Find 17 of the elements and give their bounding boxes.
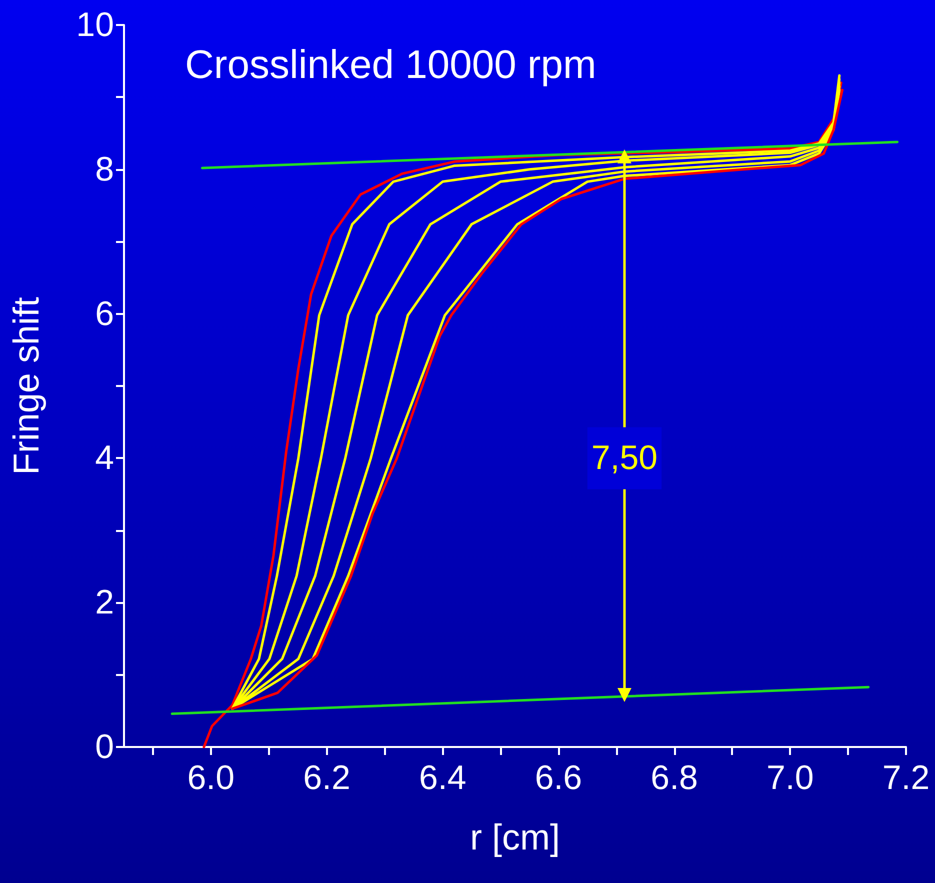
y-tick-label: 6 <box>95 294 114 333</box>
x-axis-title: r [cm] <box>470 816 560 858</box>
annotation: 7,50 <box>591 439 658 478</box>
y-tick-label: 2 <box>95 584 114 622</box>
x-tick-label: 6.2 <box>303 759 350 797</box>
x-tick-label: 6.8 <box>650 759 698 797</box>
y-tick-label: 4 <box>95 439 114 478</box>
x-tick-label: 7.0 <box>766 759 814 797</box>
y-tick-label: 10 <box>76 6 114 44</box>
y-axis-title: Fringe shift <box>6 296 46 476</box>
x-tick-label: 6.6 <box>534 759 582 797</box>
x-tick-label: 7.2 <box>882 759 930 797</box>
chart-title: Crosslinked 10000 rpm <box>185 43 596 87</box>
y-tick-label: 8 <box>95 150 114 188</box>
x-tick-label: 6.4 <box>418 759 466 797</box>
y-tick-label: 0 <box>95 728 114 766</box>
x-tick-label: 6.0 <box>187 759 235 797</box>
